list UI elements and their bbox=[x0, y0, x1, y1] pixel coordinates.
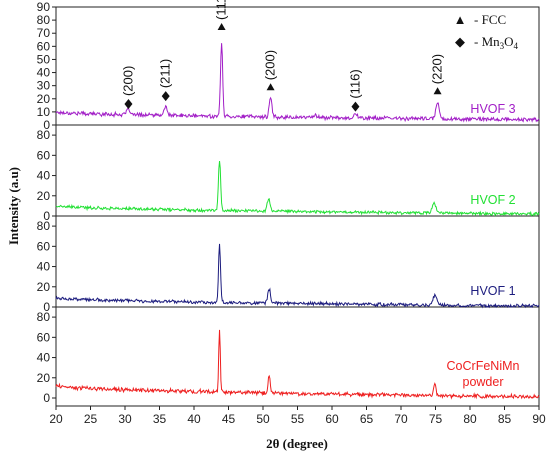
mn3o4-marker bbox=[124, 99, 133, 110]
plot-frame bbox=[55, 6, 540, 407]
series-label: HVOF 1 bbox=[470, 284, 515, 298]
mn3o4-marker bbox=[161, 91, 170, 102]
y-tick-label: 20 bbox=[37, 189, 51, 203]
y-tick-label: 80 bbox=[37, 13, 51, 27]
fcc-marker bbox=[266, 83, 275, 91]
y-tick-label: 40 bbox=[37, 260, 51, 274]
x-tick-label: 70 bbox=[394, 412, 408, 426]
series-layer: HVOF 3 HVOF 2 HVOF 1 CoCrFeNiMn powder bbox=[55, 43, 540, 400]
peak-label: (200) bbox=[120, 66, 135, 96]
x-tick-label: 50 bbox=[256, 412, 270, 426]
peak-label: (220) bbox=[430, 54, 445, 84]
y-tick-label: 60 bbox=[37, 148, 51, 162]
x-tick-label: 40 bbox=[187, 412, 201, 426]
y-tick-label: 20 bbox=[37, 280, 51, 294]
x-tick-label: 75 bbox=[429, 412, 443, 426]
x-tick-label: 80 bbox=[463, 412, 477, 426]
y-tick-label: 10 bbox=[37, 105, 51, 119]
series-line-0 bbox=[55, 43, 540, 123]
y-tick-label: 60 bbox=[37, 330, 51, 344]
y-tick-label: 20 bbox=[37, 371, 51, 385]
series-line-2 bbox=[55, 243, 540, 309]
y-tick-label: 90 bbox=[37, 0, 51, 14]
series-label: HVOF 3 bbox=[470, 102, 515, 116]
legend-fcc-marker: ▲ bbox=[454, 12, 467, 27]
y-tick-label: 0 bbox=[43, 300, 50, 314]
series-label: CoCrFeNiMn bbox=[447, 359, 520, 373]
y-tick-label: 30 bbox=[37, 79, 51, 93]
fcc-marker bbox=[217, 22, 226, 30]
x-tick-label: 55 bbox=[291, 412, 305, 426]
y-tick-label: 80 bbox=[37, 128, 51, 142]
fcc-marker bbox=[433, 87, 442, 95]
y-tick-label: 0 bbox=[43, 391, 50, 405]
y-tick-label: 80 bbox=[37, 219, 51, 233]
series-line-3 bbox=[55, 329, 540, 400]
peak-label: (111) bbox=[214, 0, 229, 20]
peak-label: (211) bbox=[158, 59, 173, 88]
y-tick-label: 40 bbox=[37, 169, 51, 183]
tick-layer: 20 25 30 35 40 45 50 55 60 65 70 75 80 85 900102030405… bbox=[37, 0, 546, 426]
legend-mn3o4-marker: ◆ bbox=[455, 34, 465, 49]
x-tick-label: 45 bbox=[222, 412, 236, 426]
mn3o4-marker bbox=[351, 101, 360, 112]
y-tick-label: 50 bbox=[37, 52, 51, 66]
x-tick-label: 25 bbox=[84, 412, 98, 426]
legend-fcc-label: - FCC bbox=[474, 12, 506, 27]
annotation-layer: (200) (211) (111) (200) (116) (220) bbox=[120, 0, 445, 112]
y-tick-label: 40 bbox=[37, 66, 51, 80]
series-label: HVOF 2 bbox=[470, 193, 515, 207]
x-tick-label: 35 bbox=[153, 412, 167, 426]
x-tick-label: 65 bbox=[360, 412, 374, 426]
series-line-1 bbox=[55, 160, 540, 218]
x-axis-title: 2θ (degree) bbox=[266, 436, 328, 451]
y-tick-label: 0 bbox=[43, 209, 50, 223]
x-tick-label: 60 bbox=[325, 412, 339, 426]
y-tick-label: 70 bbox=[37, 26, 51, 40]
legend-mn3o4-label: - Mn3O4 bbox=[474, 34, 519, 51]
y-tick-label: 60 bbox=[37, 39, 51, 53]
y-tick-label: 0 bbox=[43, 118, 50, 132]
x-tick-label: 90 bbox=[532, 412, 546, 426]
y-tick-label: 60 bbox=[37, 239, 51, 253]
x-tick-label: 30 bbox=[118, 412, 132, 426]
y-tick-label: 40 bbox=[37, 351, 51, 365]
y-axis-title: Intensity (a.u) bbox=[6, 167, 21, 245]
y-tick-label: 80 bbox=[37, 310, 51, 324]
x-tick-label: 20 bbox=[49, 412, 63, 426]
peak-label: (116) bbox=[347, 69, 362, 98]
legend: ▲ - FCC ◆ - Mn3O4 bbox=[454, 12, 519, 51]
peak-label: (200) bbox=[263, 50, 278, 80]
x-tick-label: 85 bbox=[498, 412, 512, 426]
series-label: powder bbox=[463, 375, 504, 389]
y-tick-label: 20 bbox=[37, 92, 51, 106]
